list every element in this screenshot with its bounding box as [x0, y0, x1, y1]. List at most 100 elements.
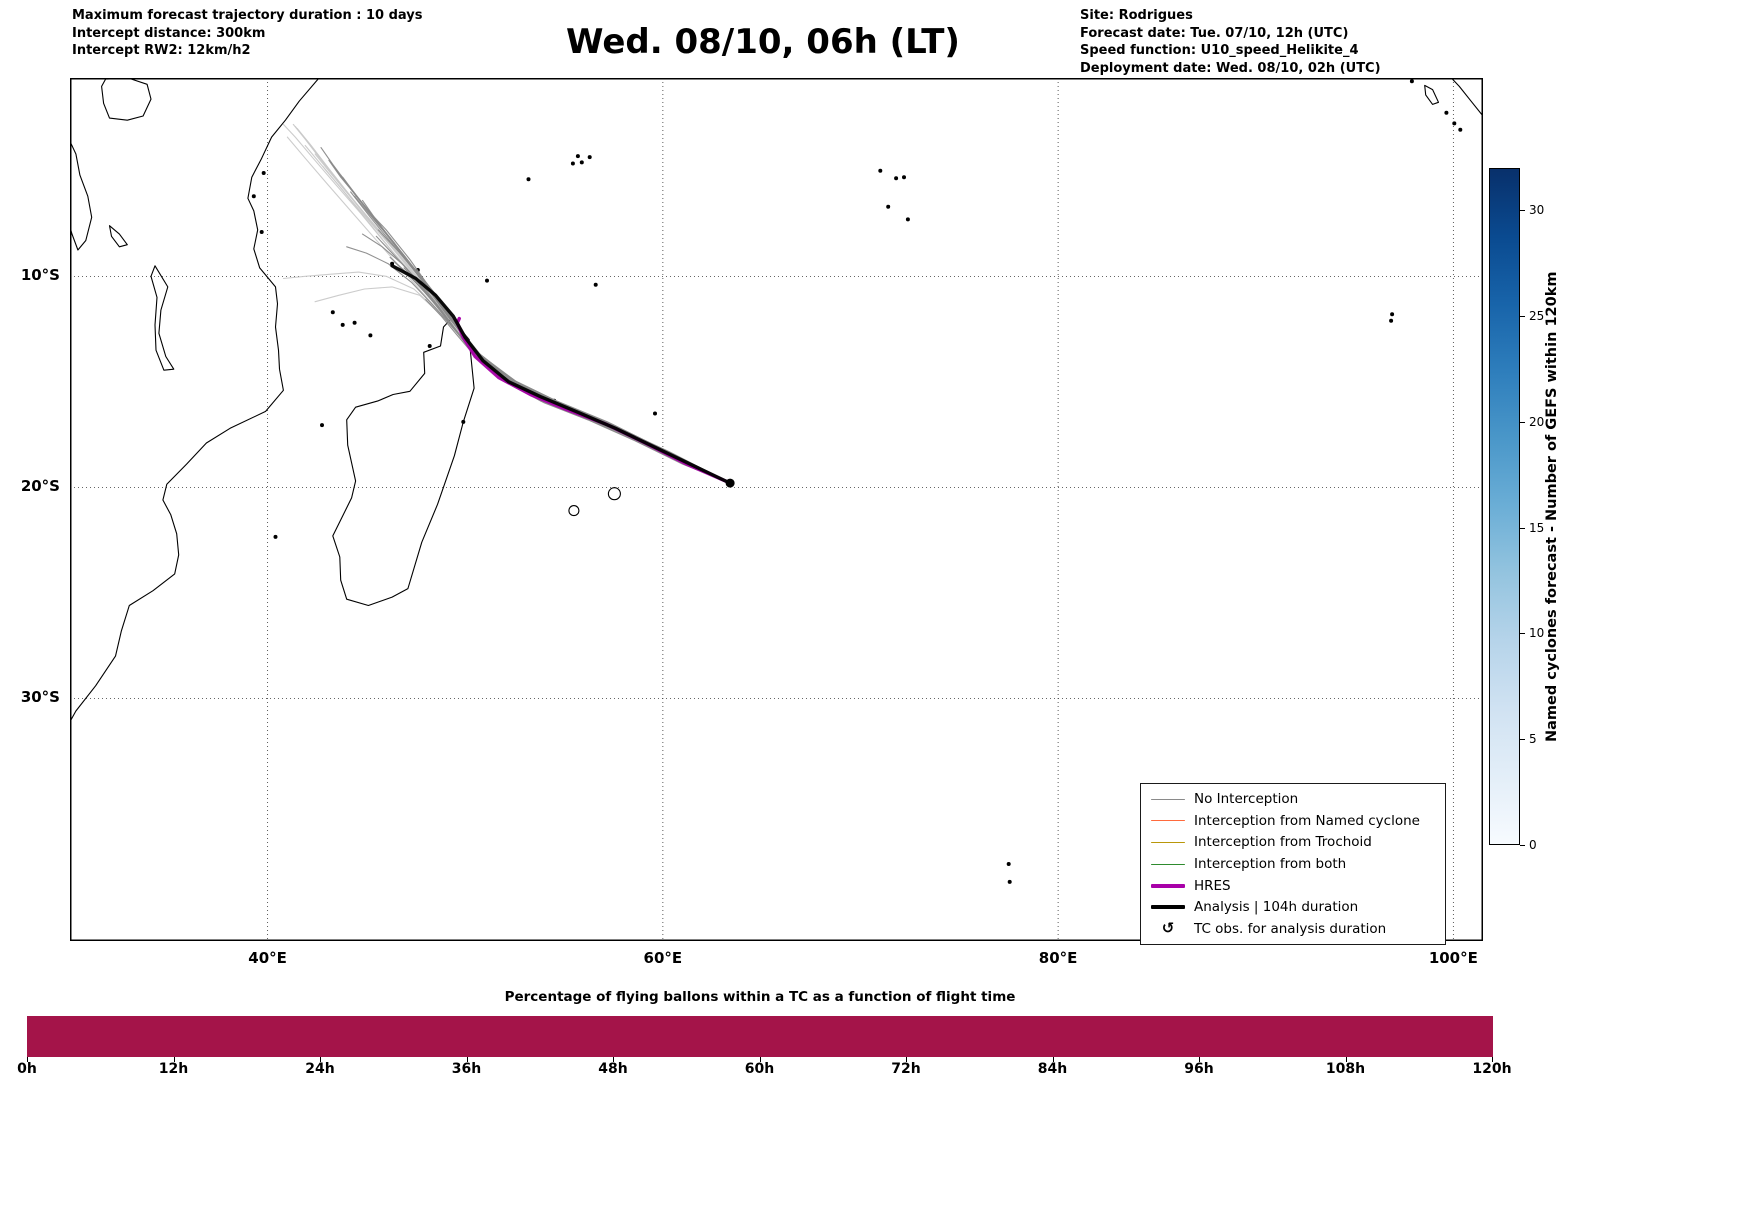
- bottom-axis-tick-label: 96h: [1184, 1061, 1214, 1077]
- bottom-chart-title: Percentage of flying ballons within a TC…: [504, 989, 1016, 1005]
- analysis-track: [390, 264, 732, 485]
- x-axis-tick-label: 80°E: [1038, 949, 1078, 967]
- island-dot: [1409, 79, 1414, 84]
- island-dot: [1390, 312, 1395, 317]
- bottom-axis-tick-label: 24h: [305, 1061, 335, 1077]
- bottom-axis-tick-label: 48h: [598, 1061, 628, 1077]
- island-dot: [352, 320, 357, 325]
- bar-segment: [1199, 1016, 1346, 1057]
- island-dot: [1452, 121, 1457, 126]
- colorbar-tick-label: 25: [1529, 309, 1545, 324]
- ensemble-track-no-interception: [350, 191, 731, 484]
- deployment-date-text: Deployment date: Wed. 08/10, 02h (UTC): [1080, 60, 1381, 76]
- legend-line-swatch: [1151, 883, 1185, 888]
- map-border: [70, 78, 1483, 941]
- y-axis-tick-label: 10°S: [20, 266, 60, 285]
- island-outline-reunion: [568, 505, 580, 517]
- colorbar-label: Named cyclones forecast - Number of GEFS…: [1544, 271, 1560, 742]
- ensemble-track-no-interception: [361, 199, 731, 484]
- bottom-axis-tickmark: [613, 1057, 614, 1062]
- island-dot: [1006, 862, 1011, 866]
- bottom-axis-tickmark: [1052, 1057, 1054, 1062]
- legend-line-swatch: [1151, 798, 1185, 800]
- island-dot: [653, 411, 657, 416]
- bottom-axis-tickmark: [466, 1057, 468, 1062]
- island-dot: [368, 333, 373, 338]
- site-info-block: Site: Rodrigues Forecast date: Tue. 07/1…: [1080, 7, 1381, 77]
- bar-segment: [466, 1016, 614, 1057]
- coastline-lake-rukwa: [108, 225, 128, 248]
- bottom-axis-tick-label: 36h: [451, 1061, 482, 1077]
- bottom-axis-tick-label: 0h: [17, 1061, 37, 1077]
- map-canvas: [70, 78, 1483, 941]
- legend-line-sample: [1151, 841, 1185, 843]
- colorbar-tick-label: 5: [1529, 732, 1537, 747]
- island-dot: [261, 171, 266, 175]
- hres-track: [455, 316, 732, 485]
- legend-label: Analysis | 104h duration: [1194, 899, 1359, 916]
- bar-segment: [320, 1016, 467, 1057]
- rotate-arrow-icon: ↺: [1161, 919, 1175, 938]
- legend-line-sample: [1151, 820, 1185, 822]
- island-dot: [330, 310, 335, 315]
- legend-line-swatch: [1151, 905, 1185, 910]
- island-dot: [1458, 127, 1463, 132]
- y-axis-tick-label: 30°S: [20, 688, 60, 707]
- x-axis-tick-label: 100°E: [1428, 949, 1478, 967]
- ensemble-track-no-interception: [354, 195, 731, 484]
- coastline-sumatra-coast: [1450, 78, 1483, 117]
- bottom-axis-tick-label: 72h: [891, 1061, 921, 1077]
- ensemble-track-no-interception: [342, 176, 731, 484]
- bottom-axis-tick-label: 108h: [1325, 1061, 1366, 1077]
- forecast-date-text: Forecast date: Tue. 07/10, 12h (UTC): [1080, 25, 1349, 41]
- island-dot: [575, 154, 580, 159]
- island-dot: [902, 175, 906, 180]
- legend-item: Interception from Trochoid: [1151, 833, 1435, 852]
- site-text: Site: Rodrigues: [1080, 8, 1193, 23]
- bottom-axis-tick-label: 84h: [1037, 1061, 1068, 1077]
- x-axis-tick-label: 40°E: [248, 949, 287, 967]
- bottom-bar-chart: [27, 1016, 1493, 1057]
- bottom-axis-tickmark: [1492, 1057, 1493, 1062]
- island-dot: [1389, 318, 1394, 323]
- intercept-rw2-text: Intercept RW2: 12km/h2: [72, 43, 251, 58]
- bottom-axis-tickmark: [759, 1057, 761, 1062]
- bar-segment: [1052, 1016, 1200, 1057]
- legend-label: Interception from Named cyclone: [1194, 812, 1420, 829]
- ensemble-track-no-interception: [320, 147, 731, 484]
- ensemble-track-no-interception: [365, 208, 731, 484]
- bottom-axis-tick-label: 12h: [158, 1061, 189, 1077]
- legend: No Interception Interception from Named c…: [1140, 783, 1446, 946]
- island-dot: [273, 534, 278, 539]
- island-dot: [427, 344, 432, 348]
- coastline-africa-east-coast: [70, 78, 320, 722]
- coastline-lake-malawi: [150, 265, 175, 371]
- colorbar-tick-label: 15: [1529, 520, 1545, 535]
- bottom-axis-tick-label: 60h: [744, 1061, 775, 1077]
- ensemble-track-no-interception: [377, 229, 731, 484]
- ensemble-track-no-interception: [340, 174, 731, 484]
- x-axis-tick-label: 60°E: [643, 949, 683, 967]
- coastline-siberut-island: [1424, 84, 1440, 105]
- coastline-madagascar: [332, 317, 475, 607]
- bottom-axis-tick-label: 120h: [1472, 1061, 1512, 1077]
- ensemble-track-no-interception: [330, 161, 731, 484]
- ensemble-track-no-interception: [389, 256, 731, 484]
- forecast-settings-block: Maximum forecast trajectory duration : 1…: [72, 7, 423, 60]
- colorbar-tickmark: [1520, 421, 1525, 423]
- legend-line-sample: [1151, 863, 1185, 865]
- legend-line-swatch: [1151, 863, 1185, 865]
- island-dot: [320, 423, 324, 428]
- colorbar-tickmark: [1520, 527, 1525, 529]
- island-dot: [570, 161, 575, 166]
- legend-item: No Interception: [1151, 790, 1435, 809]
- ensemble-track-no-interception: [393, 261, 731, 484]
- legend-line-swatch: [1151, 841, 1185, 843]
- bar-segment: [173, 1016, 321, 1057]
- bar-segment: [1345, 1016, 1493, 1057]
- island-dot: [461, 419, 466, 424]
- island-dot: [593, 282, 598, 287]
- island-dot: [579, 160, 584, 165]
- legend-line-sample: [1151, 798, 1185, 800]
